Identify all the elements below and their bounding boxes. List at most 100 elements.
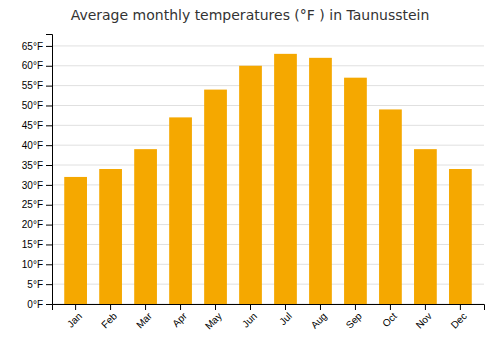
bars [64, 54, 472, 304]
x-tick-label: Oct [380, 310, 399, 329]
x-tick-label: Nov [414, 310, 434, 330]
x-tick-mark [320, 304, 321, 310]
x-tick: Jan [65, 304, 84, 330]
y-tick-label: 60°F [22, 60, 43, 71]
y-tick: 25°F [22, 199, 52, 210]
x-tick-mark [250, 304, 251, 310]
x-tick: Jun [240, 304, 259, 330]
grid-line [52, 105, 484, 106]
x-tick: Aug [309, 304, 329, 331]
x-tick-label: Sep [344, 310, 365, 331]
y-tick-label: 55°F [22, 80, 43, 91]
y-tick-label: 65°F [22, 41, 43, 52]
y-axis-line [46, 35, 53, 305]
bar [414, 149, 437, 304]
bar [99, 169, 122, 304]
y-tick-mark [46, 205, 52, 206]
y-tick-mark [46, 264, 52, 265]
x-tick-mark [425, 304, 426, 310]
y-tick-label: 20°F [22, 219, 43, 230]
y-tick-mark [46, 244, 52, 245]
y-tick-mark [46, 304, 52, 305]
chart: Average monthly temperatures (°F ) in Ta… [0, 0, 500, 350]
y-tick-label: 35°F [22, 160, 43, 171]
grid-line [52, 125, 484, 126]
bar [274, 54, 297, 304]
x-tick-label: Jan [65, 310, 84, 329]
grid-line [52, 45, 484, 46]
x-tick-label: Jun [240, 310, 259, 329]
x-tick-mark [180, 304, 181, 310]
y-tick: 50°F [22, 100, 52, 111]
y-tick-mark [46, 125, 52, 126]
y-tick-label: 5°F [27, 279, 43, 290]
x-axis-line [53, 305, 485, 311]
y-tick-label: 25°F [22, 199, 43, 210]
y-tick-label: 10°F [22, 259, 43, 270]
y-tick-mark [46, 105, 52, 106]
x-tick: Dec [449, 304, 469, 331]
x-tick: Feb [99, 304, 119, 330]
x-tick: Mar [134, 304, 154, 330]
x-tick: May [203, 304, 224, 332]
bar [449, 169, 472, 304]
y-tick-mark [46, 225, 52, 226]
y-tick-label: 15°F [22, 239, 43, 250]
grid [52, 46, 484, 304]
bar [239, 66, 262, 304]
x-tick-mark [285, 304, 286, 310]
y-tick: 55°F [22, 80, 52, 91]
y-tick: 65°F [22, 41, 52, 52]
y-tick-label: 40°F [22, 140, 43, 151]
y-tick: 35°F [22, 160, 52, 171]
x-tick-label: Dec [449, 310, 469, 330]
x-axis: Jan Feb Mar Apr May Jun Jul Aug Sep Oct Nov Dec [53, 304, 485, 332]
y-tick-label: 30°F [22, 180, 43, 191]
x-tick-label: Apr [170, 310, 189, 329]
grid-line [52, 65, 484, 66]
x-tick-label: Aug [309, 310, 329, 330]
x-tick-mark [460, 304, 461, 310]
x-tick-label: May [203, 310, 224, 331]
bar [134, 149, 157, 304]
x-tick: Sep [344, 304, 365, 331]
y-tick: 30°F [22, 180, 52, 191]
x-tick-mark [355, 304, 356, 310]
x-tick-mark [75, 304, 76, 310]
y-tick: 20°F [22, 219, 52, 230]
y-tick-mark [46, 66, 52, 67]
bar [379, 109, 402, 304]
x-tick-label: Feb [99, 310, 119, 330]
bar [64, 177, 87, 304]
grid-line [52, 85, 484, 86]
x-tick-label: Jul [277, 310, 294, 327]
y-tick: 5°F [27, 279, 52, 290]
y-tick-mark [46, 145, 52, 146]
y-tick: 15°F [22, 239, 52, 250]
x-tick-label: Mar [134, 310, 154, 330]
x-tick-mark [110, 304, 111, 310]
x-tick: Apr [170, 304, 189, 329]
y-tick-label: 0°F [27, 299, 43, 310]
y-tick-mark [46, 165, 52, 166]
x-tick: Oct [380, 304, 399, 329]
y-tick: 10°F [22, 259, 52, 270]
y-tick: 40°F [22, 140, 52, 151]
y-tick-mark [46, 46, 52, 47]
bar [204, 90, 227, 304]
x-tick-mark [390, 304, 391, 310]
title: Average monthly temperatures (°F ) in Ta… [71, 7, 430, 23]
plot: 0°F 5°F 10°F 15°F 20°F 25°F 30°F 35°F 40°F 45°F 50… [22, 35, 485, 332]
x-tick-mark [145, 304, 146, 310]
y-tick: 45°F [22, 120, 52, 131]
y-tick: 0°F [27, 299, 52, 310]
y-axis: 0°F 5°F 10°F 15°F 20°F 25°F 30°F 35°F 40°F 45°F 50… [22, 35, 53, 310]
bar [344, 78, 367, 304]
y-tick-label: 45°F [22, 120, 43, 131]
y-tick-mark [46, 185, 52, 186]
x-tick-mark [215, 304, 216, 310]
x-tick: Nov [414, 304, 434, 331]
y-tick-mark [46, 284, 52, 285]
grid-line [52, 145, 484, 146]
y-tick-mark [46, 86, 52, 87]
